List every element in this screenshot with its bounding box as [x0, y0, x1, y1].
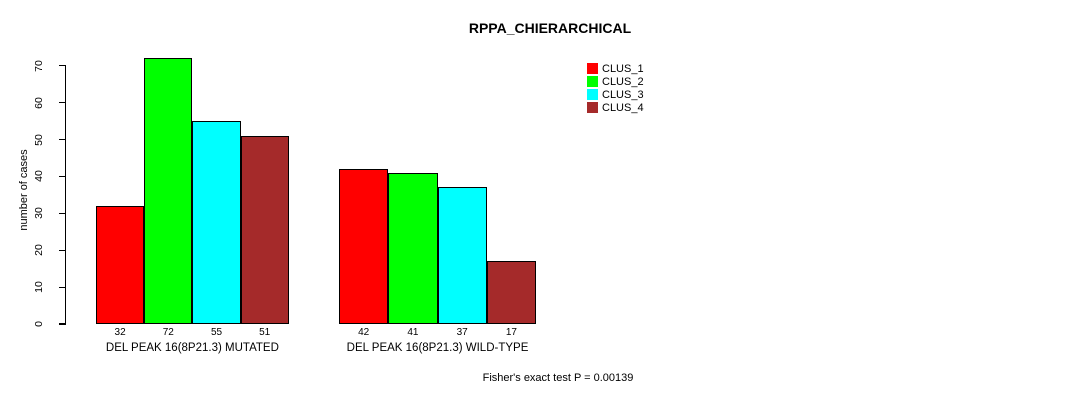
legend-label: CLUS_1 [602, 62, 644, 75]
y-axis-tick-label: 0 [33, 321, 45, 327]
legend-label: CLUS_2 [602, 75, 644, 88]
y-axis-tick [59, 249, 66, 251]
bar-clus_3-group2 [437, 187, 487, 324]
legend-label: CLUS_4 [602, 101, 644, 114]
bar-value-label: 42 [358, 327, 370, 338]
bar-clus_2-group1 [144, 58, 193, 324]
legend-item-clus_2: CLUS_2 [587, 75, 644, 88]
y-axis-tick-label: 40 [33, 170, 45, 183]
legend-swatch-icon [587, 102, 598, 113]
bar-clus_2-group2 [388, 172, 438, 324]
y-axis-tick [59, 65, 66, 67]
bar-clus_1-group2 [339, 169, 389, 324]
y-axis-tick-label: 60 [33, 96, 45, 109]
bar-clus_4-group1 [240, 135, 289, 324]
bar-clus_3-group1 [192, 121, 241, 324]
legend-item-clus_4: CLUS_4 [587, 101, 644, 114]
y-axis-tick [59, 102, 66, 104]
y-axis-tick [59, 212, 66, 214]
y-axis-tick-label: 70 [33, 59, 45, 72]
bar-value-label: 51 [259, 327, 271, 338]
bar-clus_1-group1 [96, 205, 145, 324]
y-axis-tick-label: 30 [33, 207, 45, 220]
y-axis-tick [59, 138, 66, 141]
y-axis-tick-label: 50 [33, 133, 45, 146]
bar-value-label: 37 [456, 327, 468, 338]
chart-title: RPPA_CHIERARCHICAL [468, 20, 632, 36]
legend-swatch-icon [587, 63, 598, 74]
y-axis-tick [59, 286, 66, 288]
y-axis-line [65, 65, 67, 325]
bar-value-label: 32 [114, 327, 126, 338]
annotation-text: Fisher's exact test P = 0.00139 [482, 372, 634, 384]
y-axis-tick-label: 10 [33, 281, 45, 293]
legend: CLUS_1 CLUS_2 CLUS_3 CLUS_4 [587, 62, 644, 114]
bar-value-label: 55 [210, 327, 223, 338]
legend-label: CLUS_3 [602, 88, 644, 101]
legend-item-clus_1: CLUS_1 [587, 62, 644, 75]
legend-item-clus_3: CLUS_3 [587, 88, 644, 101]
y-axis-tick [59, 323, 66, 325]
bar-value-label: 17 [505, 327, 517, 338]
y-axis-tick-label: 20 [33, 244, 45, 257]
bar-value-label: 41 [407, 327, 419, 338]
bar-value-label: 72 [162, 327, 174, 338]
legend-swatch-icon [587, 89, 598, 100]
x-axis-group-label: DEL PEAK 16(8P21.3) WILD-TYPE [346, 342, 529, 354]
legend-swatch-icon [587, 76, 598, 87]
y-axis-tick [59, 175, 66, 177]
x-axis-group-label: DEL PEAK 16(8P21.3) MUTATED [105, 342, 279, 354]
bar-clus_4-group2 [486, 261, 536, 324]
